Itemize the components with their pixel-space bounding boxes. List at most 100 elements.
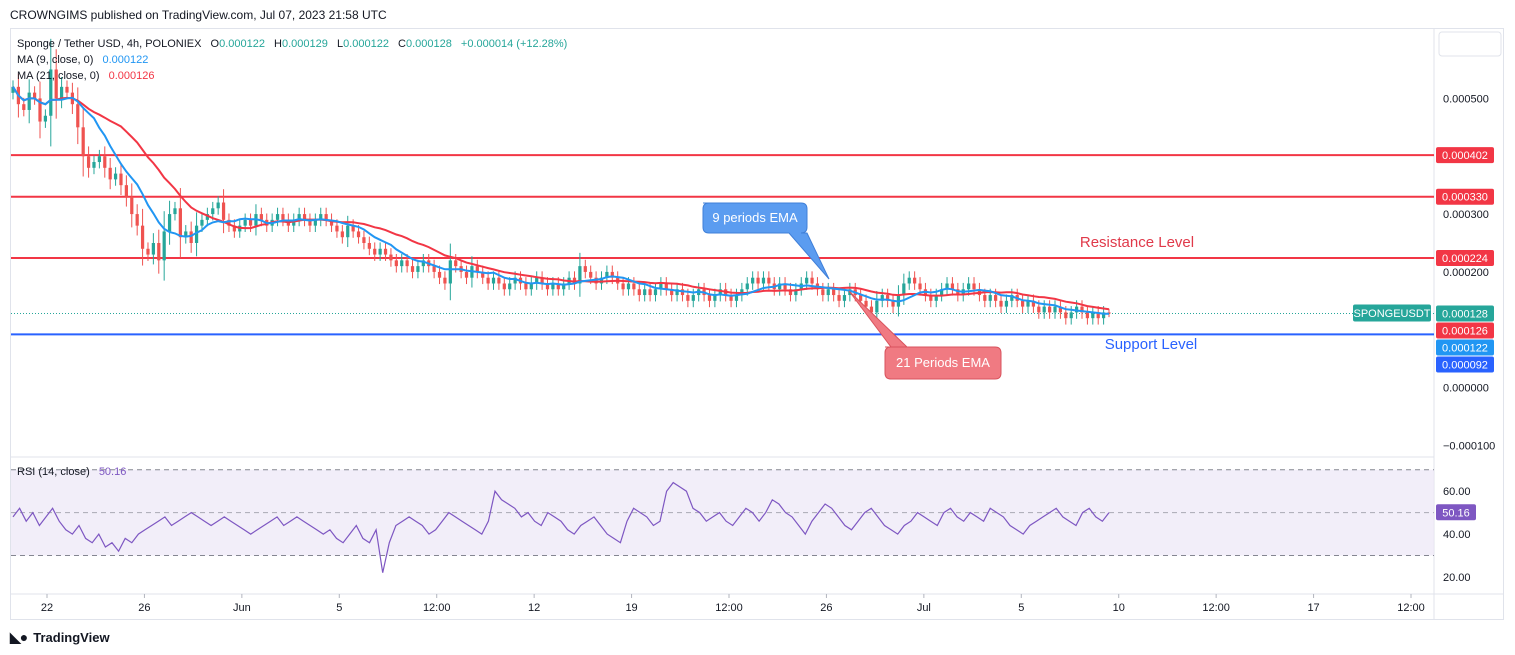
candle-body bbox=[1042, 306, 1046, 313]
ema9-callout: 9 periods EMA bbox=[702, 202, 830, 280]
candle-body bbox=[54, 69, 58, 99]
legend-ma21[interactable]: MA (21, close, 0) 0.000126 bbox=[17, 70, 155, 82]
candle-body bbox=[211, 208, 215, 215]
candle-body bbox=[934, 295, 938, 301]
candle-body bbox=[1058, 306, 1063, 313]
price-tag-label: 0.000122 bbox=[1442, 343, 1488, 355]
candle-body bbox=[32, 92, 37, 99]
price-tag-label: 0.000330 bbox=[1442, 192, 1488, 204]
candle-body bbox=[707, 295, 712, 301]
candle-body bbox=[162, 231, 166, 261]
candle-body bbox=[502, 283, 506, 290]
chart-canvas[interactable]: 0.000500 0.000300 0.000200 0.000000 −0.00010… bbox=[11, 29, 1503, 619]
candle-body bbox=[578, 266, 582, 284]
candle-body bbox=[875, 300, 879, 313]
price-tick-label: 0.000000 bbox=[1443, 383, 1489, 395]
candle-body bbox=[524, 283, 528, 290]
ema21-callout: 21 Periods EMA bbox=[848, 290, 1002, 380]
time-tick-label: 5 bbox=[336, 602, 342, 614]
candle-body bbox=[562, 283, 566, 290]
candle-body bbox=[535, 277, 539, 284]
legend-symbol: Sponge / Tether USD, 4h, POLONIEX O0.000… bbox=[17, 38, 567, 50]
candle-body bbox=[421, 260, 425, 267]
price-tag-label: 0.000224 bbox=[1442, 253, 1488, 265]
candle-body bbox=[940, 289, 944, 296]
candle-body bbox=[329, 219, 334, 226]
time-tick-label: 12:00 bbox=[423, 602, 451, 614]
candle-body bbox=[653, 289, 658, 296]
candle-body bbox=[929, 295, 933, 301]
rsi-tick-label: 40.00 bbox=[1443, 529, 1471, 541]
candle-body bbox=[842, 295, 847, 301]
time-tick-label: 26 bbox=[820, 602, 832, 614]
price-tick-label: 0.000500 bbox=[1443, 93, 1489, 105]
candle-body bbox=[1026, 300, 1030, 307]
candle-body bbox=[113, 173, 118, 180]
candle-body bbox=[513, 277, 517, 284]
candle-body bbox=[648, 289, 652, 296]
candle-body bbox=[913, 277, 917, 284]
ma9-line[interactable] bbox=[12, 86, 1110, 315]
candle-body bbox=[902, 283, 906, 296]
rsi-legend[interactable]: RSI (14, close) 50.16 bbox=[17, 466, 126, 478]
ma21-line[interactable] bbox=[12, 86, 1110, 311]
price-pane[interactable] bbox=[11, 29, 1434, 457]
tradingview-brand-text: TradingView bbox=[33, 630, 110, 645]
axis-settings-button[interactable] bbox=[1438, 31, 1502, 57]
candle-body bbox=[443, 277, 447, 284]
candle-body bbox=[972, 283, 976, 290]
candle-body bbox=[324, 214, 328, 220]
symbol-tag bbox=[1353, 304, 1431, 322]
candle-body bbox=[11, 86, 15, 93]
price-tag bbox=[1436, 188, 1494, 205]
candle-body bbox=[275, 214, 280, 220]
candle-body bbox=[1010, 295, 1014, 301]
candle-body bbox=[416, 266, 420, 272]
candle-body bbox=[481, 271, 485, 278]
candle-body bbox=[918, 283, 922, 290]
candle-body bbox=[151, 243, 155, 255]
candle-body bbox=[967, 283, 971, 290]
candle-body bbox=[475, 266, 479, 272]
candle-body bbox=[826, 289, 830, 296]
candle-body bbox=[405, 260, 409, 267]
candle-body bbox=[659, 283, 663, 290]
candle-body bbox=[1004, 300, 1009, 307]
candle-body bbox=[621, 283, 625, 290]
candle-body bbox=[643, 289, 647, 296]
tradingview-logo[interactable]: ◣● TradingView bbox=[10, 629, 110, 646]
candle-body bbox=[340, 231, 344, 238]
time-tick-label: Jun bbox=[233, 602, 251, 614]
price-tag bbox=[1436, 305, 1494, 322]
rsi-line[interactable] bbox=[12, 481, 1110, 573]
candle-body bbox=[761, 277, 766, 284]
candle-body bbox=[178, 208, 182, 238]
candle-body bbox=[432, 266, 436, 272]
candle-body bbox=[767, 277, 771, 284]
candle-body bbox=[751, 277, 755, 284]
candle-body bbox=[999, 300, 1003, 307]
candle-body bbox=[589, 271, 593, 278]
candle-body bbox=[410, 266, 415, 272]
candle-body bbox=[988, 295, 992, 301]
candle-body bbox=[454, 260, 458, 267]
candle-body bbox=[691, 295, 695, 301]
candle-body bbox=[821, 289, 825, 296]
candle-body bbox=[1053, 306, 1057, 313]
candle-body bbox=[221, 202, 226, 220]
candle-body bbox=[729, 295, 733, 301]
resistance-label: Resistance Level bbox=[1080, 234, 1194, 251]
candle-body bbox=[49, 69, 53, 116]
candle-body bbox=[864, 300, 868, 307]
candle-body bbox=[869, 306, 874, 313]
price-tag bbox=[1436, 322, 1494, 339]
candle-body bbox=[362, 237, 366, 243]
candle-body bbox=[686, 295, 690, 301]
candle-body bbox=[22, 104, 26, 110]
candle-body bbox=[356, 231, 361, 238]
legend-ma9[interactable]: MA (9, close, 0) 0.000122 bbox=[17, 54, 148, 66]
candle-body bbox=[43, 115, 48, 122]
candle-body bbox=[448, 260, 452, 284]
candle-body bbox=[1069, 312, 1073, 319]
candle-body bbox=[259, 214, 263, 220]
